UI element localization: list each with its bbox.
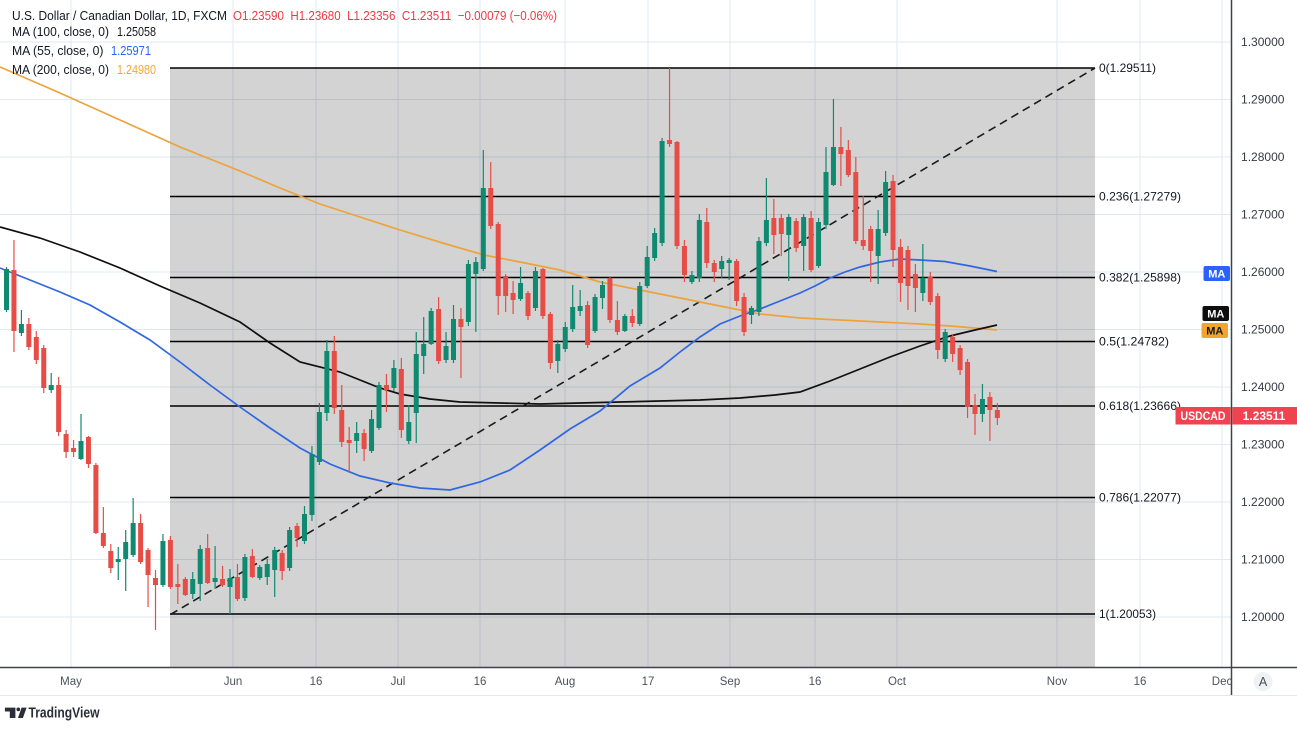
svg-text:Sep: Sep (720, 676, 740, 688)
svg-text:1.25971: 1.25971 (111, 43, 151, 58)
svg-text:0.236(1.27279): 0.236(1.27279) (1099, 190, 1181, 204)
svg-text:1.22000: 1.22000 (1241, 495, 1285, 509)
svg-text:1.25000: 1.25000 (1241, 323, 1285, 337)
svg-text:Aug: Aug (555, 676, 575, 688)
svg-text:1.20000: 1.20000 (1241, 610, 1285, 624)
svg-text:1.24980: 1.24980 (117, 62, 156, 77)
svg-text:0.5(1.24782): 0.5(1.24782) (1099, 335, 1169, 349)
svg-text:16: 16 (809, 676, 822, 688)
svg-text:MA (55, close, 0): MA (55, close, 0) (12, 43, 104, 58)
svg-text:1.21000: 1.21000 (1241, 553, 1285, 567)
svg-text:MA (200, close, 0): MA (200, close, 0) (12, 62, 109, 77)
svg-text:1.28000: 1.28000 (1241, 150, 1285, 164)
svg-text:MA: MA (1206, 326, 1223, 338)
svg-text:Jun: Jun (224, 676, 243, 688)
svg-text:U.S. Dollar / Canadian Dollar,: U.S. Dollar / Canadian Dollar, 1D, FXCM (12, 8, 227, 23)
svg-text:0.786(1.22077): 0.786(1.22077) (1099, 491, 1181, 505)
svg-text:Dec: Dec (1212, 676, 1233, 688)
svg-text:1.26000: 1.26000 (1241, 265, 1285, 279)
svg-text:1.27000: 1.27000 (1241, 208, 1285, 222)
svg-text:Oct: Oct (888, 676, 907, 688)
svg-text:A: A (1259, 675, 1268, 689)
svg-text:1.30000: 1.30000 (1241, 35, 1285, 49)
svg-text:USDCAD: USDCAD (1181, 409, 1226, 423)
svg-text:0.618(1.23666): 0.618(1.23666) (1099, 399, 1181, 413)
svg-text:Nov: Nov (1047, 676, 1068, 688)
svg-text:O1.23590 H1.23680 L1.23356: O1.23590 H1.23680 L1.23356 C1.23511 −0.0… (233, 8, 557, 23)
svg-text:16: 16 (310, 676, 323, 688)
svg-text:MA: MA (1208, 269, 1225, 281)
svg-text:1(1.20053): 1(1.20053) (1099, 607, 1156, 621)
svg-text:1.29000: 1.29000 (1241, 93, 1285, 107)
svg-text:Jul: Jul (391, 676, 406, 688)
svg-text:1.24000: 1.24000 (1241, 380, 1285, 394)
svg-text:0(1.29511): 0(1.29511) (1099, 61, 1156, 75)
svg-text:MA: MA (1207, 309, 1224, 321)
svg-text:May: May (60, 676, 82, 688)
svg-text:16: 16 (474, 676, 487, 688)
svg-text:MA (100, close, 0): MA (100, close, 0) (12, 24, 109, 39)
svg-text:1.23000: 1.23000 (1241, 438, 1285, 452)
svg-text:1.25058: 1.25058 (117, 24, 156, 39)
svg-text:16: 16 (1134, 676, 1147, 688)
svg-text:0.382(1.25898): 0.382(1.25898) (1099, 271, 1181, 285)
svg-text:1.23511: 1.23511 (1243, 409, 1286, 423)
svg-text:TradingView: TradingView (29, 706, 101, 722)
svg-text:17: 17 (642, 676, 655, 688)
